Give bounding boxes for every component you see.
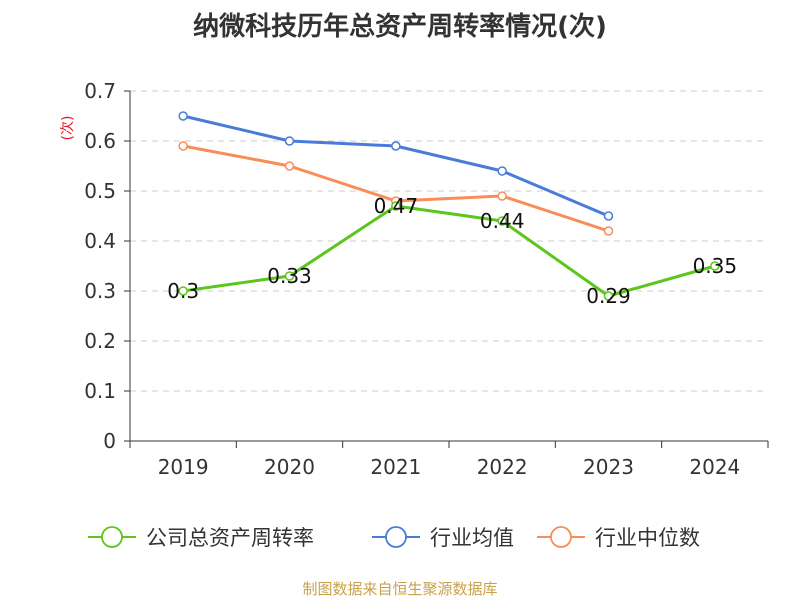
series-group — [178, 111, 720, 301]
y-tick-label-0.6: 0.6 — [84, 129, 116, 153]
legend-item-1[interactable]: 行业均值 — [372, 526, 514, 550]
data-label-2020: 0.33 — [267, 264, 312, 288]
data-point-0-2022 — [497, 216, 507, 226]
data-point-2-2022 — [497, 191, 507, 201]
data-point-2-2019 — [178, 141, 188, 151]
data-point-1-2020 — [284, 136, 295, 146]
legend-marker-1 — [385, 526, 407, 548]
y-tick-label-0.5: 0.5 — [84, 179, 116, 203]
legend-item-0[interactable]: 公司总资产周转率 — [88, 526, 314, 550]
x-tick-label-2019: 2019 — [158, 455, 209, 479]
data-point-0-2024 — [710, 261, 720, 271]
legend-item-2[interactable]: 行业中位数 — [537, 526, 700, 550]
y-tick-label-0.2: 0.2 — [84, 329, 116, 353]
axes: 0 0.1 0.2 0.3 0.4 0.5 0.6 0.7 2019 2020 2021 2022 20… — [84, 79, 769, 479]
data-point-2-2023 — [603, 226, 614, 236]
data-point-1-2022 — [497, 166, 507, 176]
series-line-0 — [182, 204, 716, 298]
legend-label-0: 公司总资产周转率 — [146, 526, 314, 550]
legend-marker-2 — [550, 526, 572, 548]
data-label-2021: 0.47 — [374, 194, 419, 218]
data-point-0-2019 — [178, 286, 188, 296]
x-tick-label-2023: 2023 — [583, 455, 634, 479]
x-tick-label-2021: 2021 — [370, 455, 421, 479]
data-label-2022: 0.44 — [480, 209, 525, 233]
source-note: 制图数据来自恒生聚源数据库 — [302, 580, 498, 598]
y-tick-label-0.1: 0.1 — [84, 379, 116, 403]
legend-label-1: 行业均值 — [430, 526, 514, 550]
data-labels: 0.3 0.33 0.47 0.44 0.29 0.35 — [167, 194, 737, 308]
y-tick-label-0: 0 — [103, 429, 116, 453]
x-tick-label-2022: 2022 — [477, 455, 528, 479]
legend-marker-0 — [101, 526, 123, 548]
y-tick-label-0.3: 0.3 — [84, 279, 116, 303]
data-label-2023: 0.29 — [586, 284, 631, 308]
grid-lines — [130, 90, 768, 392]
data-point-2-2020 — [284, 161, 295, 171]
x-tick-label-2024: 2024 — [689, 455, 740, 479]
data-point-1-2019 — [178, 111, 188, 121]
data-point-1-2023 — [603, 211, 614, 221]
y-tick-label-0.4: 0.4 — [84, 229, 116, 253]
x-tick-label-2020: 2020 — [264, 455, 315, 479]
data-point-0-2020 — [284, 271, 295, 281]
data-point-1-2021 — [391, 141, 401, 151]
data-point-0-2021 — [391, 201, 401, 211]
data-label-2019: 0.3 — [167, 279, 199, 303]
legend-label-2: 行业中位数 — [595, 526, 700, 550]
y-axis-label: (次) — [60, 116, 76, 141]
data-label-2024: 0.35 — [693, 254, 738, 278]
legend[interactable]: 公司总资产周转率 行业均值 行业中位数 — [88, 526, 700, 550]
y-tick-label-0.7: 0.7 — [84, 79, 116, 103]
chart-title: 纳微科技历年总资产周转率情况(次) — [193, 12, 607, 42]
data-point-0-2023 — [603, 291, 614, 301]
